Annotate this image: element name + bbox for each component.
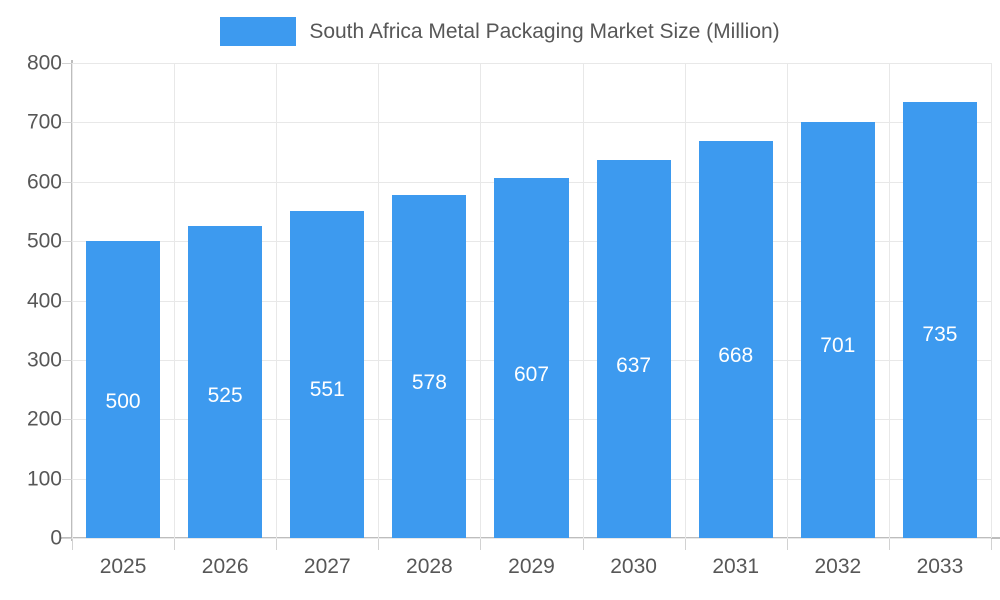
x-axis-tick-label: 2029 [508, 555, 555, 578]
bar-value-label: 551 [309, 377, 345, 401]
x-axis-tick-label: 2033 [916, 555, 964, 578]
y-axis-tick-mark [62, 359, 72, 361]
x-axis-tick-label: 2032 [814, 555, 862, 578]
legend-label: South Africa Metal Packaging Market Size… [309, 19, 780, 43]
x-axis-tick-mark [276, 539, 277, 550]
gridline-vertical [889, 63, 890, 538]
gridline-horizontal [72, 63, 991, 64]
y-axis-tick-label: 500 [26, 229, 62, 253]
y-axis-tick-label: 800 [26, 51, 62, 75]
x-axis-tick-mark [685, 539, 686, 550]
chart-legend: South Africa Metal Packaging Market Size… [0, 12, 1000, 50]
bar[interactable]: 637 [596, 159, 671, 538]
x-axis-tick-label: 2027 [303, 555, 351, 578]
y-axis-tick-mark [62, 241, 72, 243]
bar-value-label: 637 [616, 353, 652, 377]
bar[interactable]: 735 [902, 101, 977, 538]
x-axis-tick-mark [378, 539, 379, 550]
gridline-vertical [583, 63, 584, 538]
x-axis-tick-label: 2031 [712, 555, 760, 578]
x-axis-tick-label: 2025 [99, 555, 147, 578]
y-axis-tick-mark [62, 63, 72, 64]
bar[interactable]: 701 [800, 121, 875, 538]
x-axis-tick-label: 2028 [406, 555, 453, 578]
gridline-vertical [174, 63, 175, 538]
bar[interactable]: 607 [494, 177, 569, 538]
gridline-vertical [787, 63, 788, 538]
x-axis-tick-mark [787, 539, 788, 550]
gridline-vertical [72, 63, 73, 538]
y-axis-tick-label: 0 [50, 526, 62, 550]
y-axis-tick-mark [62, 122, 72, 124]
x-axis-tick-mark [991, 539, 992, 550]
y-axis-tick-label: 200 [26, 407, 62, 431]
bar-value-label: 701 [820, 333, 856, 357]
y-axis-tick-label: 300 [26, 348, 62, 372]
x-axis-tick-label: 2030 [610, 555, 657, 578]
gridline-vertical [276, 63, 277, 538]
bar-value-label: 578 [411, 370, 447, 394]
y-axis-tick-mark [62, 181, 72, 183]
x-axis-tick-mark [583, 539, 584, 550]
bar[interactable]: 525 [188, 226, 263, 538]
y-axis-tick-label: 100 [26, 467, 62, 491]
legend-entry[interactable]: South Africa Metal Packaging Market Size… [220, 16, 780, 46]
x-axis-tick-mark [174, 539, 175, 550]
gridline-vertical [480, 63, 481, 538]
gridline-horizontal [72, 122, 991, 124]
x-axis-tick-label: 2026 [201, 555, 249, 578]
y-axis-tick-mark [62, 478, 72, 480]
bar[interactable]: 551 [290, 210, 365, 538]
x-axis-tick-mark [889, 539, 890, 550]
x-axis-tick-mark [480, 539, 481, 550]
bar-value-label: 607 [513, 362, 550, 386]
bar[interactable]: 668 [698, 141, 773, 538]
y-axis-tick-label: 400 [26, 289, 62, 312]
plot-area: 500 525 551 578 607 637 668 701 735 [72, 63, 992, 539]
y-axis-tick-mark [62, 419, 72, 421]
bar[interactable]: 578 [392, 194, 467, 538]
gridline-vertical [378, 63, 379, 538]
legend-swatch-icon [220, 16, 297, 46]
y-axis-tick-mark [62, 300, 72, 302]
y-axis-tick-label: 600 [26, 170, 62, 194]
bar-value-label: 668 [718, 344, 754, 368]
y-axis-tick-label: 700 [26, 110, 62, 134]
bar-value-label: 500 [105, 390, 141, 414]
gridline-vertical [685, 63, 686, 538]
gridline-horizontal [72, 538, 991, 539]
bar-value-label: 735 [922, 322, 958, 346]
bar[interactable]: 500 [86, 241, 161, 538]
bar-value-label: 525 [207, 384, 243, 408]
x-axis-tick-mark [72, 539, 73, 550]
gridline-vertical [991, 63, 992, 538]
y-axis-tick-mark [62, 538, 72, 539]
